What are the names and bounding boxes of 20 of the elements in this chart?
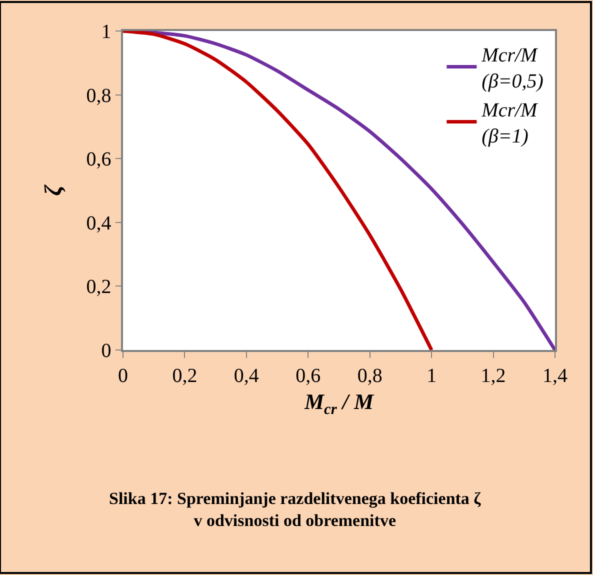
y-tick-label: 0,4: [86, 212, 112, 234]
x-tick-label: 0: [118, 364, 128, 387]
x-tick-label: 1,2: [480, 364, 506, 387]
legend-label: Mcr/M (β=1): [480, 99, 539, 148]
y-tick-label: 0,6: [86, 148, 112, 171]
x-tick-label: 0,6: [296, 364, 321, 387]
x-axis-title: M$_{cr}$ / M: [303, 389, 375, 418]
line-series: [123, 31, 434, 350]
x-tick-label: 0,8: [357, 364, 382, 387]
y-tick-label: 0,2: [86, 276, 112, 298]
y-tick-label: 0: [101, 340, 112, 362]
x-tick-label: 1: [426, 364, 437, 387]
legend-label: Mcr/M (β=0,5): [480, 44, 544, 92]
y-axis-title: ζ: [40, 184, 67, 196]
text: Slika 17: Spreminjanje razdelitvenega koeficienta ζ v odvisnosti od obremenitve: [109, 489, 482, 530]
x-tick-label: 0,4: [234, 364, 259, 387]
x-tick-label: 0,2: [172, 364, 198, 387]
x-tick-label: 1,4: [542, 364, 568, 387]
y-tick-label: 1: [101, 21, 112, 43]
y-tick-label: 0,8: [86, 84, 112, 107]
